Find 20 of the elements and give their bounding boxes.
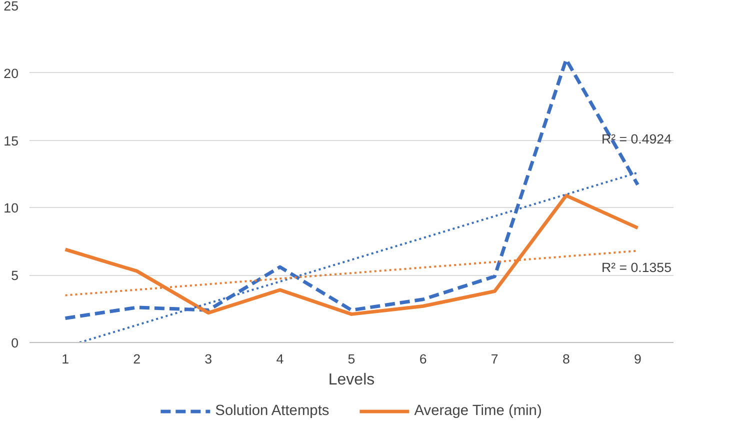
y-tick-label: 15 (4, 133, 19, 148)
y-tick-label: 10 (4, 200, 19, 216)
y-tick-label: 25 (4, 0, 19, 14)
x-tick-label: 7 (490, 352, 498, 366)
x-tick-label: 5 (348, 352, 356, 366)
legend-label: Solution Attempts (215, 403, 330, 419)
x-tick-label: 1 (62, 352, 69, 366)
legend-label: Average Time (min) (414, 403, 542, 419)
x-tick-label: 9 (634, 352, 642, 366)
x-tick-label: 6 (419, 352, 427, 366)
x-axis-title: Levels (328, 372, 375, 388)
x-tick-label: 4 (276, 352, 284, 366)
x-tick-label: 3 (204, 352, 212, 366)
y-tick-label: 5 (11, 268, 19, 284)
x-tick-label: 2 (133, 352, 141, 366)
x-tick-label: 8 (562, 352, 570, 366)
annotation: R² = 0.4924 (601, 132, 672, 147)
y-tick-label: 0 (11, 336, 19, 350)
annotation: R² = 0.1355 (601, 260, 672, 275)
y-tick-label: 20 (4, 66, 19, 81)
